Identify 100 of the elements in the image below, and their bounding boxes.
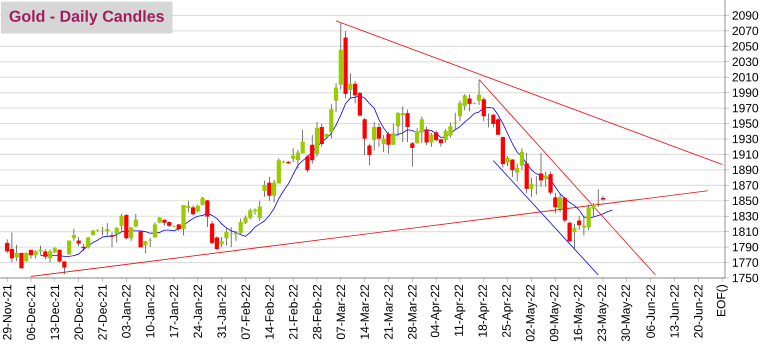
y-tick-label: 2050 bbox=[732, 42, 758, 51]
candlestick bbox=[24, 252, 28, 262]
x-tick-label: 30-May-22 bbox=[621, 284, 632, 342]
x-tick-label: 16-May-22 bbox=[574, 284, 585, 341]
candlestick bbox=[544, 171, 548, 188]
y-tick-label: 1910 bbox=[732, 150, 758, 159]
x-tick-label: 21-Feb-22 bbox=[288, 284, 298, 340]
candlestick bbox=[558, 194, 562, 213]
candlestick bbox=[391, 123, 396, 146]
candlestick bbox=[553, 192, 558, 214]
candlestick bbox=[515, 163, 520, 182]
y-tick-label: 2030 bbox=[732, 58, 758, 66]
candlestick bbox=[367, 143, 372, 166]
candlestick bbox=[262, 180, 267, 198]
x-tick-label: 14-Feb-22 bbox=[264, 284, 274, 339]
candlestick bbox=[538, 152, 544, 188]
candlestick bbox=[134, 214, 138, 228]
candlestick bbox=[190, 205, 196, 216]
x-tick-label: 11-Apr-22 bbox=[454, 284, 466, 336]
y-tick-label: 1970 bbox=[732, 104, 758, 112]
candlestick bbox=[105, 222, 110, 236]
candlestick bbox=[62, 261, 66, 274]
y-tick-label: 1850 bbox=[732, 196, 758, 206]
y-tick-label: 1950 bbox=[732, 119, 758, 128]
candlestick bbox=[220, 236, 224, 248]
x-tick-label: 23-May-22 bbox=[598, 284, 608, 342]
x-tick-label: 13-Jun-22 bbox=[670, 284, 679, 338]
x-tick-label: 10-Jan-22 bbox=[146, 284, 154, 338]
y-tick-label: 2090 bbox=[732, 11, 758, 20]
x-tick-label: 25-Apr-22 bbox=[502, 284, 514, 338]
candlestick bbox=[205, 200, 210, 228]
x-tick-label: 07-Feb-22 bbox=[241, 284, 250, 340]
x-tick-label: 06-Jun-22 bbox=[646, 284, 655, 338]
y-tick-label: 1750 bbox=[732, 274, 758, 282]
candlestick bbox=[124, 214, 128, 240]
candlestick bbox=[520, 148, 524, 170]
candlestick bbox=[14, 244, 19, 262]
candlestick bbox=[405, 109, 410, 142]
candlestick bbox=[372, 122, 376, 151]
candlestick bbox=[81, 244, 86, 252]
x-tick-label: 28-Mar-22 bbox=[408, 284, 417, 340]
candlestick bbox=[572, 224, 576, 249]
candlestick bbox=[224, 228, 229, 246]
x-tick-label: 18-Apr-22 bbox=[478, 284, 490, 337]
x-tick-label: 31-Jan-22 bbox=[217, 284, 226, 338]
candlestick bbox=[506, 156, 510, 166]
y-tick-label: 1990 bbox=[732, 88, 758, 97]
candlestick bbox=[510, 158, 515, 178]
candlestick bbox=[86, 236, 90, 249]
y-tick-label: 1830 bbox=[732, 212, 758, 220]
x-tick-label: 27-Dec-21 bbox=[98, 284, 107, 340]
x-tick-label: 06-Dec-21 bbox=[26, 284, 36, 340]
candlestick bbox=[382, 134, 386, 152]
candlestick bbox=[114, 226, 119, 243]
y-tick-label: 2070 bbox=[732, 26, 758, 36]
candlestick bbox=[376, 123, 382, 148]
candlestick bbox=[567, 221, 572, 242]
x-tick-label: 28-Feb-22 bbox=[312, 284, 322, 340]
x-tick-label: 21-Mar-22 bbox=[384, 284, 393, 340]
x-tick-label: 20-Jun-22 bbox=[694, 284, 703, 338]
candlestick bbox=[67, 240, 72, 256]
x-tick-label: 09-May-22 bbox=[550, 284, 561, 342]
y-tick-label: 1790 bbox=[732, 242, 758, 252]
x-tick-label: 17-Jan-22 bbox=[170, 284, 178, 338]
candlestick bbox=[476, 80, 482, 106]
x-tick-label: 13-Dec-21 bbox=[50, 284, 60, 340]
candlestick bbox=[128, 226, 134, 242]
candlestick bbox=[119, 214, 124, 232]
y-tick-label: 1870 bbox=[732, 181, 758, 190]
candlestick bbox=[467, 94, 472, 112]
y-tick-label: 1770 bbox=[732, 258, 758, 267]
x-tick-label: 14-Mar-22 bbox=[360, 284, 369, 339]
candlestick bbox=[334, 83, 338, 112]
candlestick bbox=[234, 230, 238, 242]
candlestick bbox=[38, 245, 43, 256]
candlestick bbox=[152, 222, 158, 238]
x-tick-label: 04-Apr-22 bbox=[430, 284, 442, 338]
candlestick bbox=[110, 232, 114, 248]
x-tick-label: 02-May-22 bbox=[526, 284, 537, 342]
y-tick-label: 1930 bbox=[732, 134, 758, 144]
y-tick-label: 2010 bbox=[732, 72, 758, 82]
candlestick bbox=[138, 231, 143, 248]
candlestick bbox=[362, 118, 367, 156]
candlestick bbox=[548, 171, 553, 195]
candlestick bbox=[43, 249, 48, 260]
x-tick-label: 29-Nov-21 bbox=[2, 284, 12, 340]
x-tick-label: 20-Dec-21 bbox=[74, 284, 83, 340]
candlestick bbox=[386, 132, 391, 154]
candlestick bbox=[76, 236, 81, 247]
x-tick-label: 24-Jan-22 bbox=[194, 284, 202, 338]
candlestick bbox=[72, 228, 76, 242]
candlestick bbox=[267, 176, 272, 202]
candlestick bbox=[410, 142, 414, 168]
candlestick bbox=[562, 196, 567, 223]
text: Gold - Daily Candles bbox=[10, 10, 164, 26]
candlestick bbox=[19, 252, 24, 268]
candlestick bbox=[482, 96, 486, 122]
candlestick bbox=[577, 216, 582, 230]
x-tick-label: 07-Mar-22 bbox=[336, 284, 346, 340]
y-tick-label: 1810 bbox=[732, 227, 758, 236]
